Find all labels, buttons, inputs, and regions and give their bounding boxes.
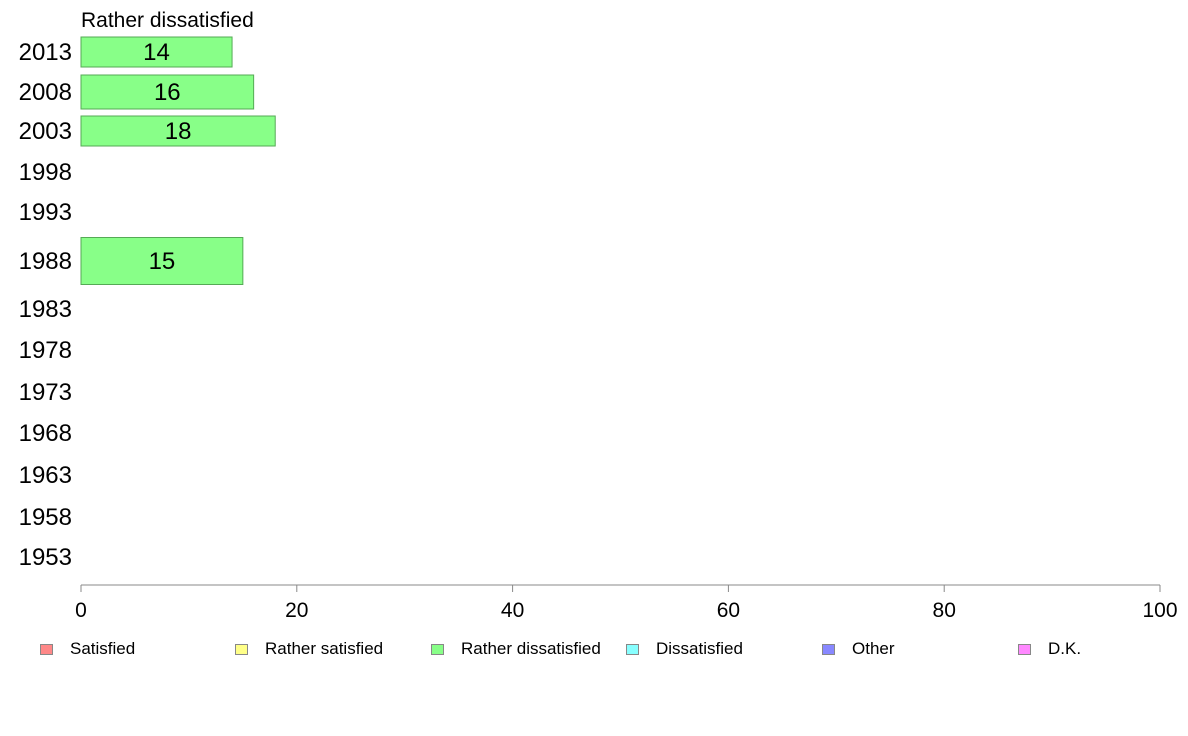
legend-swatch [626, 643, 639, 655]
bar-label-2013: 14 [143, 39, 170, 66]
legend-label: Dissatisfied [656, 639, 743, 658]
bar-2008 [80, 74, 255, 110]
x-tick-label-100: 100 [1142, 599, 1177, 622]
legend-label: D.K. [1048, 639, 1082, 658]
bar-2013 [80, 36, 233, 68]
year-label-2013: 2013 [19, 39, 72, 66]
legend-label: Satisfied [70, 639, 136, 658]
x-tick-label-60: 60 [717, 599, 740, 622]
legend-item: D.K. [1018, 636, 1081, 662]
x-axis: 0 20 40 60 80 100 [75, 584, 1178, 622]
bar-label-2008: 16 [154, 79, 181, 106]
bar-label-2003: 18 [165, 118, 192, 145]
year-label-1993: 1993 [19, 199, 72, 226]
legend-swatch [235, 643, 248, 655]
legend-item: Satisfied [40, 636, 135, 662]
year-label-1998: 1998 [19, 159, 72, 186]
legend: Satisfied Rather satisfied Rather dissatis… [0, 636, 1188, 662]
bar-chart: Rather dissatisfied 2013 2008 2003 1998 1993… [19, 9, 1178, 622]
year-label-1978: 1978 [19, 337, 72, 364]
legend-label: Other [852, 639, 895, 658]
legend-item: Other [822, 636, 895, 662]
year-label-2008: 2008 [19, 79, 72, 106]
bars: 14 16 18 15 [80, 36, 276, 285]
legend-item: Rather satisfied [235, 636, 383, 662]
legend-label: Rather dissatisfied [461, 639, 601, 658]
year-label-1988: 1988 [19, 248, 72, 275]
legend-item: Rather dissatisfied [431, 636, 601, 662]
year-label-1983: 1983 [19, 296, 72, 323]
bar-1988 [80, 237, 244, 285]
year-label-1973: 1973 [19, 379, 72, 406]
x-tick-label-0: 0 [75, 599, 87, 622]
x-tick-label-20: 20 [285, 599, 308, 622]
year-label-2003: 2003 [19, 118, 72, 145]
legend-item: Dissatisfied [626, 636, 743, 662]
legend-swatch [40, 643, 53, 655]
legend-swatch [822, 643, 835, 655]
legend-label: Rather satisfied [265, 639, 384, 658]
year-label-1953: 1953 [19, 544, 72, 571]
x-tick-label-40: 40 [501, 599, 524, 622]
x-tick-label-80: 80 [933, 599, 956, 622]
legend-swatch [1018, 643, 1031, 655]
year-label-1958: 1958 [19, 504, 72, 531]
legend-swatch [431, 643, 444, 655]
year-labels: 2013 2008 2003 1998 1993 1988 1983 1978 1973 1968… [19, 39, 72, 571]
chart-title: Rather dissatisfied [81, 9, 254, 32]
bar-2003 [80, 115, 276, 147]
year-label-1963: 1963 [19, 462, 72, 489]
year-label-1968: 1968 [19, 420, 72, 447]
bar-label-1988: 15 [149, 248, 176, 275]
